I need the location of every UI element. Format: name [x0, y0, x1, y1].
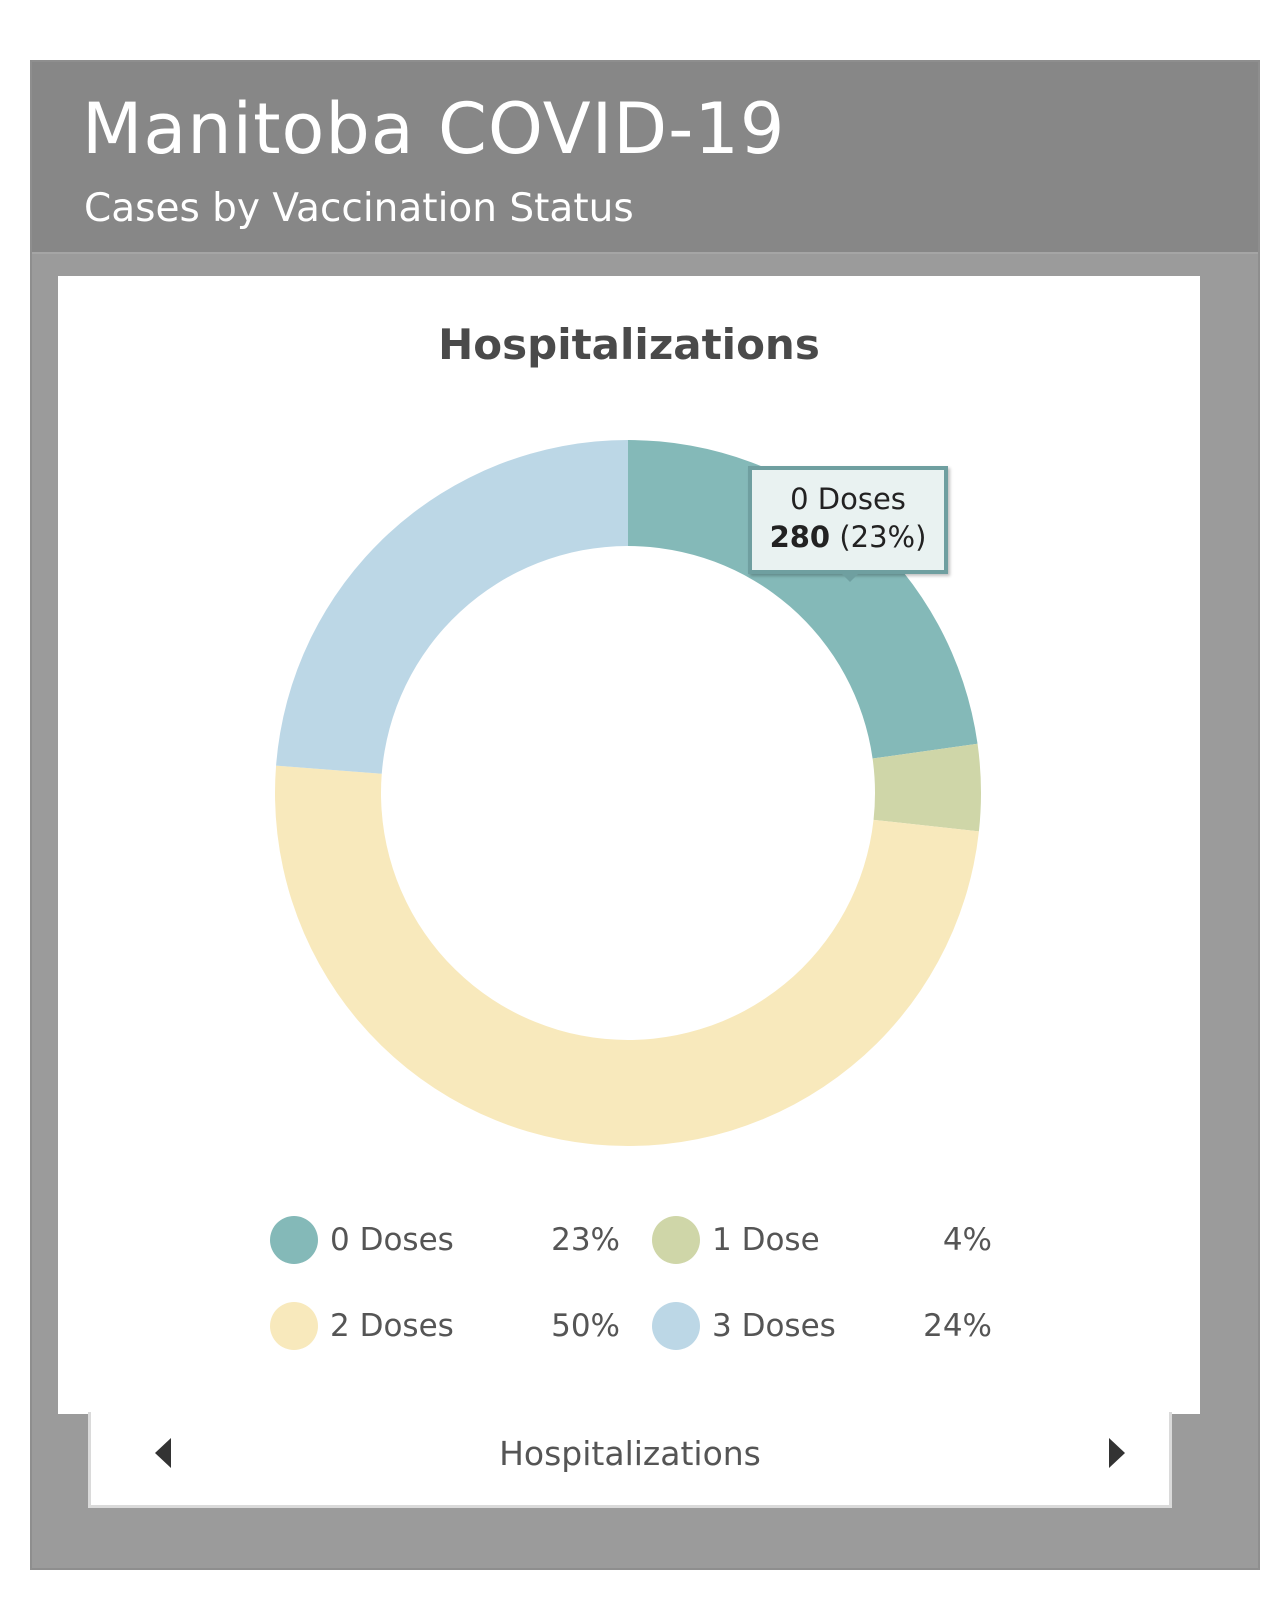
triangle-right-icon[interactable] [1109, 1438, 1125, 1468]
page-title: Manitoba COVID-19 [82, 88, 786, 170]
card-header: Manitoba COVID-19 Cases by Vaccination S… [32, 62, 1258, 254]
legend-swatch-0-doses [270, 1216, 318, 1264]
legend-swatch-2-doses [270, 1302, 318, 1350]
tooltip-percent: (23%) [839, 520, 927, 554]
chart-selector: Hospitalizations [88, 1412, 1172, 1508]
donut-slice-3-doses[interactable] [276, 440, 628, 774]
donut-chart [274, 440, 981, 1147]
chart-title: Hospitalizations [438, 320, 820, 369]
donut-slice-2-doses[interactable] [274, 765, 979, 1147]
triangle-left-icon[interactable] [155, 1438, 171, 1468]
legend-percent: 50% [551, 1308, 620, 1344]
legend-label: 2 Doses [330, 1308, 454, 1344]
tooltip-pointer [838, 570, 862, 582]
legend-label: 3 Doses [712, 1308, 836, 1344]
legend-percent: 4% [942, 1222, 992, 1258]
legend-item-1-dose[interactable]: 1 Dose 4% [652, 1216, 992, 1264]
selector-label: Hospitalizations [499, 1434, 761, 1473]
chart-tooltip: 0 Doses 280 (23%) [748, 466, 948, 574]
donut-slice-0-doses[interactable] [628, 440, 978, 759]
legend-item-2-doses[interactable]: 2 Doses 50% [270, 1302, 620, 1350]
legend-item-0-doses[interactable]: 0 Doses 23% [270, 1216, 620, 1264]
legend-item-3-doses[interactable]: 3 Doses 24% [652, 1302, 992, 1350]
donut-slice-1-dose[interactable] [872, 743, 981, 832]
legend-percent: 23% [551, 1222, 620, 1258]
legend-percent: 24% [923, 1308, 992, 1344]
tooltip-value-line: 280 (23%) [752, 520, 944, 554]
legend-label: 1 Dose [712, 1222, 820, 1258]
tooltip-value: 280 [769, 520, 831, 554]
tooltip-label: 0 Doses [790, 482, 906, 516]
legend-swatch-1-dose [652, 1216, 700, 1264]
legend-label: 0 Doses [330, 1222, 454, 1258]
legend-swatch-3-doses [652, 1302, 700, 1350]
chart-panel: Hospitalizations 0 Doses 23% 1 Dose 4% 2… [58, 276, 1200, 1414]
page-subtitle: Cases by Vaccination Status [84, 186, 634, 231]
